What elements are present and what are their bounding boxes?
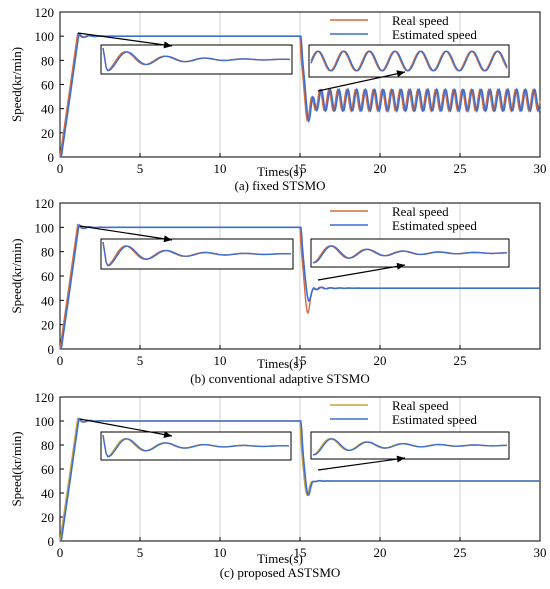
x-axis-label: Times(s) [257, 164, 303, 179]
zoom-arrowhead [396, 70, 405, 78]
y-tick-label: 20 [41, 126, 54, 141]
x-tick-label: 10 [214, 353, 227, 368]
y-tick-label: 100 [35, 220, 55, 235]
x-tick-label: 5 [137, 545, 144, 560]
x-tick-label: 10 [214, 161, 227, 176]
y-tick-label: 60 [41, 462, 54, 477]
x-tick-label: 30 [534, 545, 547, 560]
x-tick-label: 20 [374, 161, 387, 176]
series-line-estimated [60, 417, 540, 542]
y-axis-label: Speed(kr/min) [9, 47, 24, 122]
zoom-inset-curve [313, 245, 508, 264]
zoom-arrow [317, 264, 406, 281]
y-tick-label: 100 [35, 414, 55, 429]
zoom-inset-curve [102, 434, 290, 458]
zoom-arrowhead [163, 431, 172, 438]
zoom-arrowhead [396, 262, 405, 270]
y-axis-label: Speed(kr/min) [9, 431, 24, 506]
y-tick-label: 120 [35, 5, 55, 20]
legend-label: Real speed [392, 204, 449, 219]
y-tick-label: 100 [35, 29, 55, 44]
x-tick-label: 0 [57, 353, 64, 368]
chart-panel-2: 0 5 10 15 20 25 0 20 40 60 80 100 120 Times(s) Speed(k… [9, 196, 541, 386]
y-tick-label: 40 [41, 486, 54, 501]
x-tick-label: 20 [374, 353, 387, 368]
zoom-inset-curve [102, 47, 291, 72]
zoom-arrow [317, 71, 406, 92]
y-tick-label: 40 [41, 102, 54, 117]
zoom-inset-curve [313, 438, 508, 456]
x-tick-label: 20 [374, 545, 387, 560]
y-tick-label: 80 [41, 245, 54, 260]
x-tick-label: 25 [454, 545, 467, 560]
y-axis-label: Speed(kr/min) [9, 238, 24, 313]
chart-panel-1: 0 5 10 15 20 25 30 0 20 40 60 80 100 120 Times(s) Speed… [9, 5, 547, 193]
zoom-arrowhead [163, 235, 172, 243]
zoom-arrowhead [163, 41, 172, 49]
x-tick-label: 0 [57, 161, 64, 176]
series-line-estimated [60, 223, 540, 350]
zoom-inset-curve [310, 50, 508, 72]
y-tick-label: 20 [41, 510, 54, 525]
x-tick-label: 15 [294, 161, 307, 176]
y-tick-label: 0 [48, 150, 55, 165]
zoom-arrow [79, 418, 173, 437]
x-tick-label: 15 [294, 353, 307, 368]
y-tick-label: 40 [41, 293, 54, 308]
y-tick-label: 0 [48, 342, 55, 357]
x-tick-label: 25 [454, 161, 467, 176]
zoom-arrow [317, 457, 406, 471]
x-tick-label: 15 [294, 545, 307, 560]
chart-panel-3: 0 5 10 15 20 25 30 0 20 40 60 80 100 120 Times(s) Speed… [9, 390, 547, 580]
x-tick-label: 0 [57, 545, 64, 560]
x-tick-label: 30 [534, 161, 547, 176]
y-tick-label: 120 [35, 390, 55, 405]
x-axis-label: Times(s) [257, 356, 303, 371]
y-tick-label: 60 [41, 78, 54, 93]
chart-caption: (c) proposed ASTSMO [220, 565, 341, 580]
legend-label: Estimated speed [392, 412, 477, 427]
x-axis-label: Times(s) [257, 551, 303, 566]
legend-label: Estimated speed [392, 27, 477, 42]
x-tick-label: 5 [137, 161, 144, 176]
legend-label: Estimated speed [392, 218, 477, 233]
y-tick-label: 120 [35, 196, 55, 211]
y-tick-label: 60 [41, 269, 54, 284]
zoom-arrow [77, 32, 173, 47]
x-tick-label: 10 [214, 545, 227, 560]
legend-label: Real speed [392, 13, 449, 28]
zoom-inset-box [308, 44, 510, 78]
legend-label: Real speed [392, 398, 449, 413]
zoom-arrow [79, 225, 173, 241]
y-tick-label: 80 [41, 438, 54, 453]
zoom-arrowhead [396, 455, 405, 463]
x-tick-label: 25 [454, 353, 467, 368]
y-tick-label: 0 [48, 534, 55, 549]
x-tick-label: 5 [137, 353, 144, 368]
chart-caption: (a) fixed STSMO [235, 178, 326, 193]
y-tick-label: 80 [41, 53, 54, 68]
y-tick-label: 20 [41, 318, 54, 333]
chart-caption: (b) conventional adaptive STSMO [190, 371, 369, 386]
series-line-estimated [60, 32, 541, 158]
zoom-inset-curve [102, 241, 291, 267]
